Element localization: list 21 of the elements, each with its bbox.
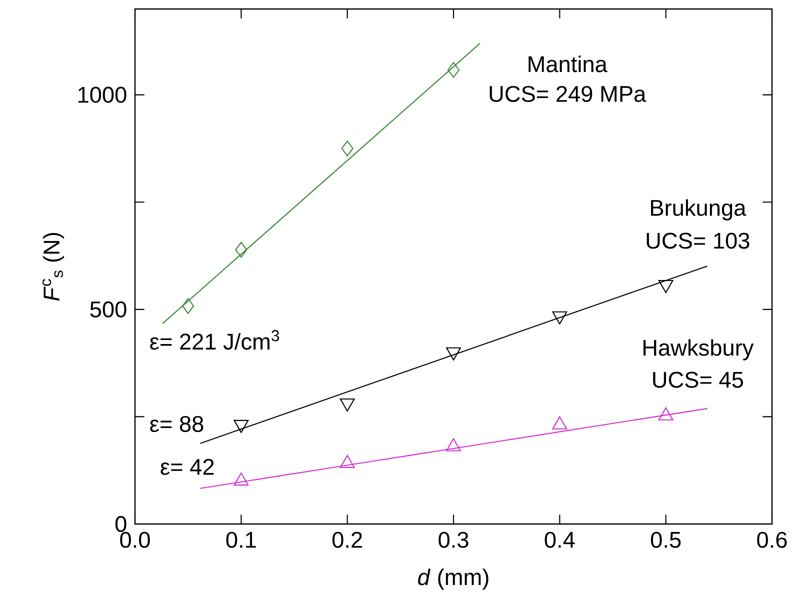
x-tick-label: 0.6 bbox=[757, 532, 787, 548]
y-tick-label: 0 bbox=[115, 516, 126, 532]
x-tick-label: 0.2 bbox=[332, 532, 362, 548]
x-tick-label: 0.1 bbox=[226, 532, 256, 548]
x-tick-label: 0.3 bbox=[438, 532, 468, 548]
annotation: ε= 42 bbox=[160, 458, 214, 475]
y-tick-label: 500 bbox=[90, 301, 126, 318]
annotation: UCS= 249 MPa bbox=[490, 86, 646, 102]
annotation: ε= 221 J/cm$^{3}$ bbox=[150, 330, 280, 350]
text: Hawksbury bbox=[644, 339, 754, 360]
x-tick-label: 0.0 bbox=[120, 532, 150, 548]
x-tick-label: 0.4 bbox=[544, 532, 575, 548]
legend-label: Brukunga bbox=[651, 199, 746, 220]
annotation: ε= 88 bbox=[150, 416, 204, 432]
y-axis-title: F$^{c}$$_{s}$ (N) bbox=[42, 232, 64, 301]
text: Mantina bbox=[528, 56, 608, 72]
y-tick-label: 1000 bbox=[78, 86, 126, 103]
x-axis-title: d (mm) bbox=[418, 568, 488, 590]
annotation: UCS= 45 bbox=[653, 372, 744, 388]
annotation: UCS= 103 bbox=[646, 232, 750, 249]
x-tick-label: 0.5 bbox=[650, 532, 681, 548]
